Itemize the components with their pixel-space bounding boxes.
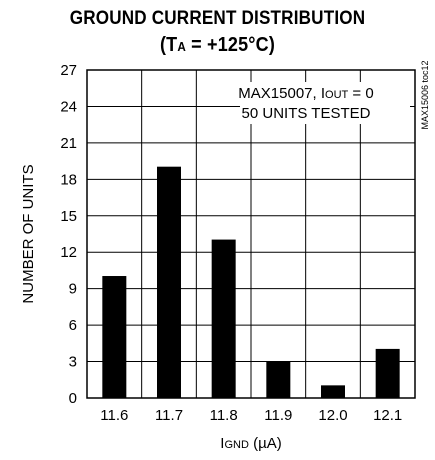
y-axis-label: NUMBER OF UNITS <box>20 164 37 303</box>
bar-11.8 <box>211 239 236 399</box>
chart-title-line2: (TA = +125°C) <box>22 34 414 57</box>
y-tick-label: 21 <box>60 135 77 152</box>
title-temperature: = +125°C) <box>185 34 276 56</box>
x-tick-label: 11.6 <box>100 407 128 424</box>
figure-id-label: MAX15006 toc12 <box>420 60 430 129</box>
y-tick-label: 9 <box>69 281 77 298</box>
annotation-line1: MAX15007, IOUT = 0 <box>238 85 373 102</box>
y-tick-label: 3 <box>69 354 77 371</box>
bar-11.9 <box>266 361 291 399</box>
x-tick-label: 12.0 <box>318 407 347 424</box>
y-tick-label: 6 <box>69 317 77 334</box>
y-tick-label: 12 <box>60 244 77 261</box>
bar-11.6 <box>102 276 127 399</box>
plot-frame <box>86 69 416 399</box>
y-tick-label: 27 <box>60 62 77 79</box>
y-tick-labels: 0 3 6 9 12 15 18 21 24 27 <box>60 62 77 407</box>
y-tick-label: 15 <box>60 208 77 225</box>
bar-12.1 <box>375 348 400 399</box>
y-tick-label: 0 <box>69 390 77 407</box>
x-tick-labels: 11.6 11.7 11.8 11.9 12.0 12.1 <box>100 407 402 424</box>
x-tick-label: 12.1 <box>373 407 402 424</box>
bar-11.7 <box>157 166 181 399</box>
annotation-line2: 50 UNITS TESTED <box>242 105 371 122</box>
x-tick-label: 11.8 <box>210 407 238 424</box>
x-tick-label: 11.9 <box>264 407 292 424</box>
bar-12.0 <box>321 385 345 399</box>
y-tick-label: 18 <box>60 171 77 188</box>
bars <box>102 166 400 399</box>
chart-title-line1: GROUND CURRENT DISTRIBUTION <box>69 8 366 29</box>
title-subscript: A <box>177 39 186 54</box>
annotation-background <box>240 82 410 124</box>
x-axis-label: IGND (µA) <box>220 435 281 452</box>
title-paren-t: (T <box>159 34 178 56</box>
y-tick-label: 24 <box>60 98 77 115</box>
x-tick-label: 11.7 <box>155 407 183 424</box>
